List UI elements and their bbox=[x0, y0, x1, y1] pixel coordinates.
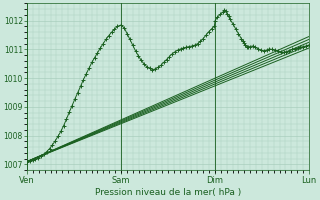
X-axis label: Pression niveau de la mer( hPa ): Pression niveau de la mer( hPa ) bbox=[95, 188, 241, 197]
